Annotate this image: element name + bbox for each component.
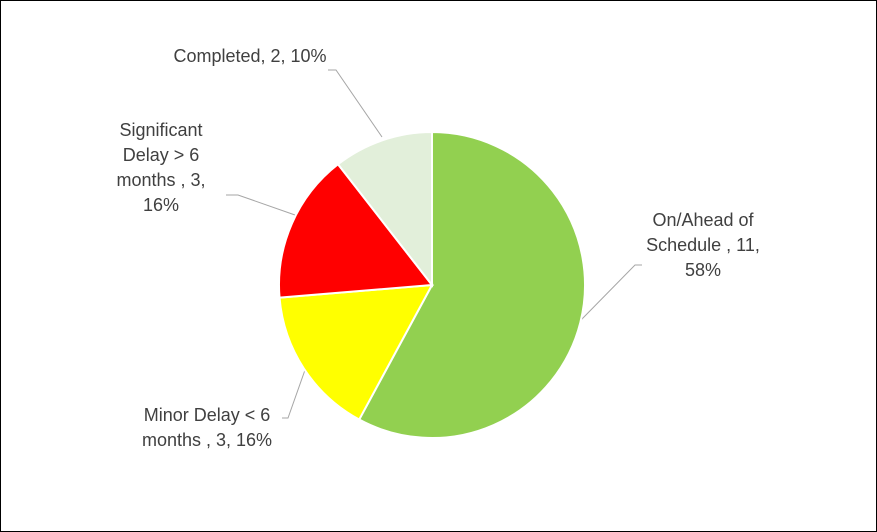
pie-slice (357, 130, 586, 439)
leader-line (328, 69, 383, 138)
leader-line (282, 369, 306, 419)
data-label: On/Ahead of Schedule , 11, 58% (646, 210, 760, 280)
data-label: Minor Delay < 6 months , 3, 16% (141, 405, 273, 450)
pie-slice (278, 283, 434, 421)
data-label: Completed, 2, 10% (173, 46, 327, 66)
pie-slice (336, 130, 433, 288)
leader-line (580, 264, 642, 321)
pie-slice (278, 162, 434, 299)
data-label: Significant Delay > 6 months , 3, 16% (116, 120, 206, 215)
leader-line (226, 194, 296, 216)
